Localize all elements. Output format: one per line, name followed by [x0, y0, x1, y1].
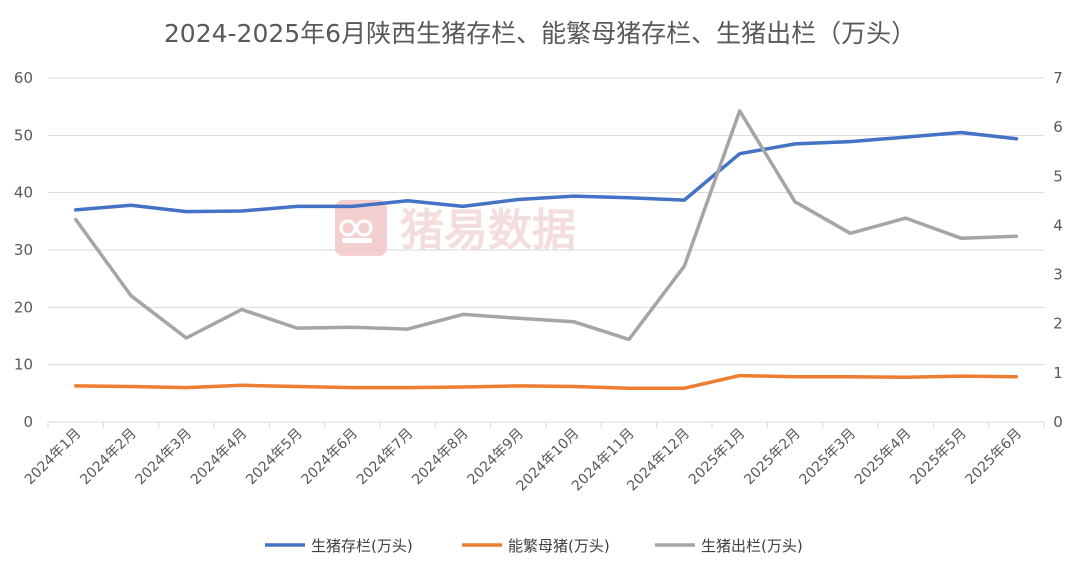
y-right-tick-label: 2 — [1053, 315, 1063, 333]
legend-label: 生猪出栏(万头) — [701, 537, 803, 555]
x-tick-label: 2024年3月 — [133, 426, 196, 489]
x-tick-label: 2024年6月 — [299, 426, 362, 489]
x-tick-label: 2025年3月 — [797, 426, 860, 489]
legend: 生猪存栏(万头) 能繁母猪(万头) 生猪出栏(万头) — [265, 537, 803, 555]
series-layer — [73, 109, 1019, 390]
x-tick-label: 2025年5月 — [907, 426, 970, 489]
legend-label: 能繁母猪(万头) — [508, 537, 610, 555]
watermark-logo-icon — [335, 200, 387, 256]
y-right-tick-label: 6 — [1053, 118, 1063, 136]
y-left-tick-label: 0 — [23, 413, 33, 431]
x-tick-label: 2025年1月 — [686, 426, 749, 489]
y-right-tick-label: 0 — [1053, 413, 1063, 431]
x-tick-label: 2024年1月 — [22, 426, 85, 489]
y-left-tick-label: 50 — [14, 126, 33, 144]
y-left-tick-label: 20 — [14, 298, 33, 316]
gridlines — [48, 77, 1044, 423]
chart-title: 2024-2025年6月陕西生猪存栏、能繁母猪存栏、生猪出栏（万头） — [164, 19, 916, 48]
x-tick-label: 2024年4月 — [188, 426, 251, 489]
series-line — [73, 373, 1019, 390]
y-right-tick-label: 5 — [1053, 167, 1063, 185]
legend-label: 生猪存栏(万头) — [311, 537, 413, 555]
x-tick-label: 2024年5月 — [243, 426, 306, 489]
y-right-tick-label: 7 — [1053, 69, 1063, 87]
y-left-tick-label: 30 — [14, 241, 33, 259]
series-line — [73, 109, 1019, 342]
watermark-text: 猪易数据 — [400, 205, 576, 256]
x-tick-label: 2025年6月 — [963, 426, 1026, 489]
y-right-tick-label: 4 — [1053, 216, 1063, 234]
axes: 0102030405060012345672024年1月2024年2月2024年… — [14, 69, 1063, 494]
watermark: 猪易数据 — [335, 200, 576, 256]
series-line — [73, 130, 1019, 214]
y-left-tick-label: 40 — [14, 184, 33, 202]
y-left-tick-label: 10 — [14, 356, 33, 374]
y-right-tick-label: 1 — [1053, 364, 1063, 382]
x-tick-label: 2024年7月 — [354, 426, 417, 489]
x-tick-label: 2025年4月 — [852, 426, 915, 489]
x-tick-label: 2024年8月 — [409, 426, 472, 489]
y-left-tick-label: 60 — [14, 69, 33, 87]
x-tick-label: 2025年2月 — [741, 426, 804, 489]
x-tick-label: 2024年2月 — [77, 426, 140, 489]
y-right-tick-label: 3 — [1053, 266, 1063, 284]
